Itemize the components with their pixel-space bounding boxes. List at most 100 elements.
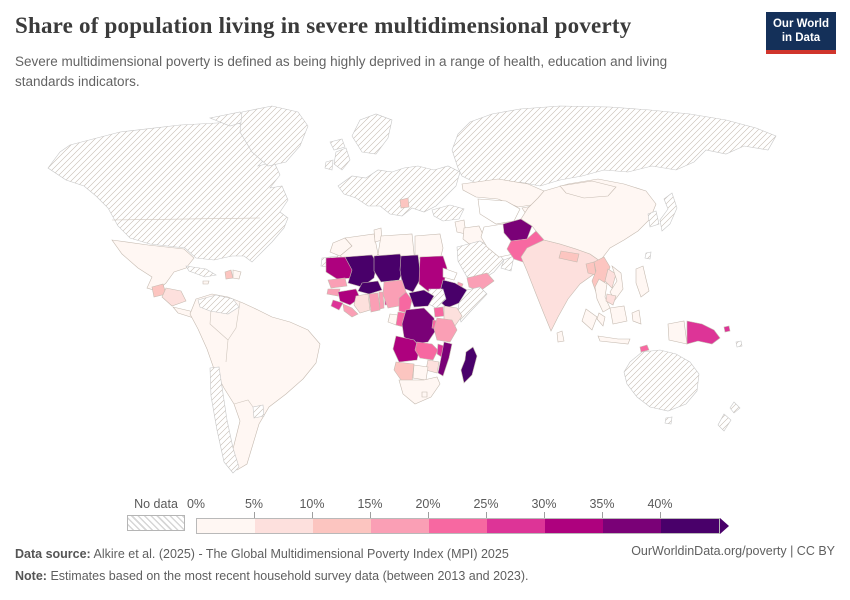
country-chile[interactable] (210, 367, 239, 473)
country-australia[interactable] (624, 350, 699, 411)
legend-tick-label: 5% (244, 497, 264, 511)
country-thailand[interactable] (595, 279, 610, 312)
country-liberia[interactable] (343, 304, 358, 317)
country-kazakhstan[interactable] (462, 179, 544, 207)
country-taiwan[interactable] (645, 252, 651, 259)
country-turkey[interactable] (432, 205, 464, 221)
country-gambia-guinea-bissau[interactable] (327, 289, 340, 296)
source-link[interactable]: Alkire et al. (2025) - The Global Multid… (93, 547, 509, 561)
legend-bin-35-40%[interactable] (603, 519, 661, 533)
footer: Data source: Alkire et al. (2025) - The … (15, 544, 615, 588)
country-mozambique[interactable] (438, 342, 452, 376)
country-cote-divoire[interactable] (354, 294, 370, 313)
country-cuba[interactable] (186, 266, 216, 277)
country-zambia[interactable] (415, 342, 438, 360)
legend-tick-label: 0% (186, 497, 206, 511)
country-papua-new-guinea[interactable] (687, 321, 720, 344)
country-jamaica[interactable] (203, 281, 209, 284)
country-togo[interactable] (379, 292, 384, 309)
country-honduras-nicaragua[interactable] (162, 288, 186, 306)
country-uganda[interactable] (434, 307, 444, 317)
country-lesotho[interactable] (422, 392, 427, 397)
credit-link[interactable]: OurWorldinData.org/poverty | CC BY (631, 544, 835, 558)
country-angola[interactable] (393, 336, 420, 362)
country-new-zealand-south[interactable] (718, 414, 731, 431)
country-tanzania[interactable] (434, 318, 457, 342)
country-iceland[interactable] (330, 139, 345, 150)
legend-no-data: No data (127, 497, 185, 531)
country-dominican-republic[interactable] (233, 270, 241, 279)
legend-bin-25-30%[interactable] (487, 519, 545, 533)
country-drc[interactable] (402, 308, 436, 344)
country-ireland[interactable] (325, 160, 333, 170)
country-ghana[interactable] (369, 293, 380, 312)
country-south-america[interactable] (190, 294, 320, 470)
page-title: Share of population living in severe mul… (15, 13, 632, 38)
country-greenland[interactable] (240, 106, 308, 166)
country-uruguay[interactable] (253, 405, 264, 418)
country-botswana[interactable] (413, 365, 428, 380)
country-niger[interactable] (374, 254, 405, 282)
legend-tick-mark (312, 512, 313, 518)
country-cambodia[interactable] (606, 294, 616, 305)
country-south-africa[interactable] (399, 377, 440, 404)
country-yemen[interactable] (467, 273, 494, 291)
country-eritrea[interactable] (443, 268, 457, 280)
legend-tick-mark (486, 512, 487, 518)
country-balkans[interactable] (400, 198, 409, 208)
country-solomon-islands[interactable] (736, 341, 742, 347)
country-korea[interactable] (648, 211, 659, 227)
country-sierra-leone[interactable] (331, 300, 343, 310)
country-somalia[interactable] (458, 287, 487, 322)
country-indonesia-papua[interactable] (668, 321, 687, 344)
country-oman[interactable] (501, 256, 514, 271)
legend-bin-5-10%[interactable] (255, 519, 313, 533)
country-burkina-faso[interactable] (358, 281, 382, 294)
country-indonesia-sumatra[interactable] (582, 309, 597, 330)
owid-logo-line2: in Data (781, 32, 821, 45)
country-namibia[interactable] (394, 362, 414, 382)
country-japan[interactable] (660, 193, 677, 231)
country-europe[interactable] (338, 166, 460, 216)
country-russia[interactable] (452, 106, 776, 186)
country-laos[interactable] (605, 269, 616, 288)
country-tasmania[interactable] (665, 417, 672, 424)
legend-ticks: 0% 5% 10% 15% 20% 25% 30% 35% 40% (187, 497, 736, 518)
country-madagascar[interactable] (461, 347, 477, 383)
owid-logo[interactable]: Our World in Data (766, 12, 836, 54)
country-cameroon[interactable] (399, 292, 412, 313)
country-senegal[interactable] (328, 278, 347, 288)
legend-bin-15-20%[interactable] (371, 519, 429, 533)
country-zimbabwe[interactable] (426, 360, 439, 373)
country-nepal[interactable] (559, 251, 579, 262)
country-scandinavia[interactable] (352, 114, 392, 154)
country-vietnam[interactable] (610, 266, 623, 300)
country-mongolia[interactable] (560, 181, 616, 198)
country-venezuela[interactable] (198, 295, 239, 314)
country-philippines[interactable] (636, 266, 649, 297)
country-sri-lanka[interactable] (557, 331, 564, 342)
country-central-african-republic[interactable] (409, 290, 434, 307)
us-canada-border (112, 218, 260, 220)
note-text: Estimates based on the most recent house… (50, 568, 529, 583)
country-mexico[interactable] (112, 240, 194, 291)
country-timor-leste[interactable] (640, 345, 649, 352)
country-new-zealand-north[interactable] (730, 402, 740, 413)
country-indonesia-sulawesi[interactable] (632, 310, 641, 324)
country-png-islands[interactable] (724, 326, 730, 332)
country-haiti[interactable] (225, 270, 233, 279)
legend-tick-label: 35% (589, 497, 615, 511)
legend-no-data-swatch[interactable] (127, 515, 185, 531)
legend-bin-10-15%[interactable] (313, 519, 371, 533)
legend-tick-label: 40% (647, 497, 673, 511)
country-malaysia[interactable] (597, 313, 605, 326)
legend-tick-mark (370, 512, 371, 518)
legend-bin-20-25%[interactable] (429, 519, 487, 533)
country-indonesia-borneo[interactable] (610, 306, 627, 324)
country-indonesia-java[interactable] (598, 336, 630, 344)
legend-bin-0-5%[interactable] (197, 519, 255, 533)
legend-bin-30-35%[interactable] (545, 519, 603, 533)
legend-tick-label: 10% (299, 497, 325, 511)
legend-bin-40%+[interactable] (661, 519, 719, 533)
country-united-kingdom[interactable] (334, 148, 350, 170)
